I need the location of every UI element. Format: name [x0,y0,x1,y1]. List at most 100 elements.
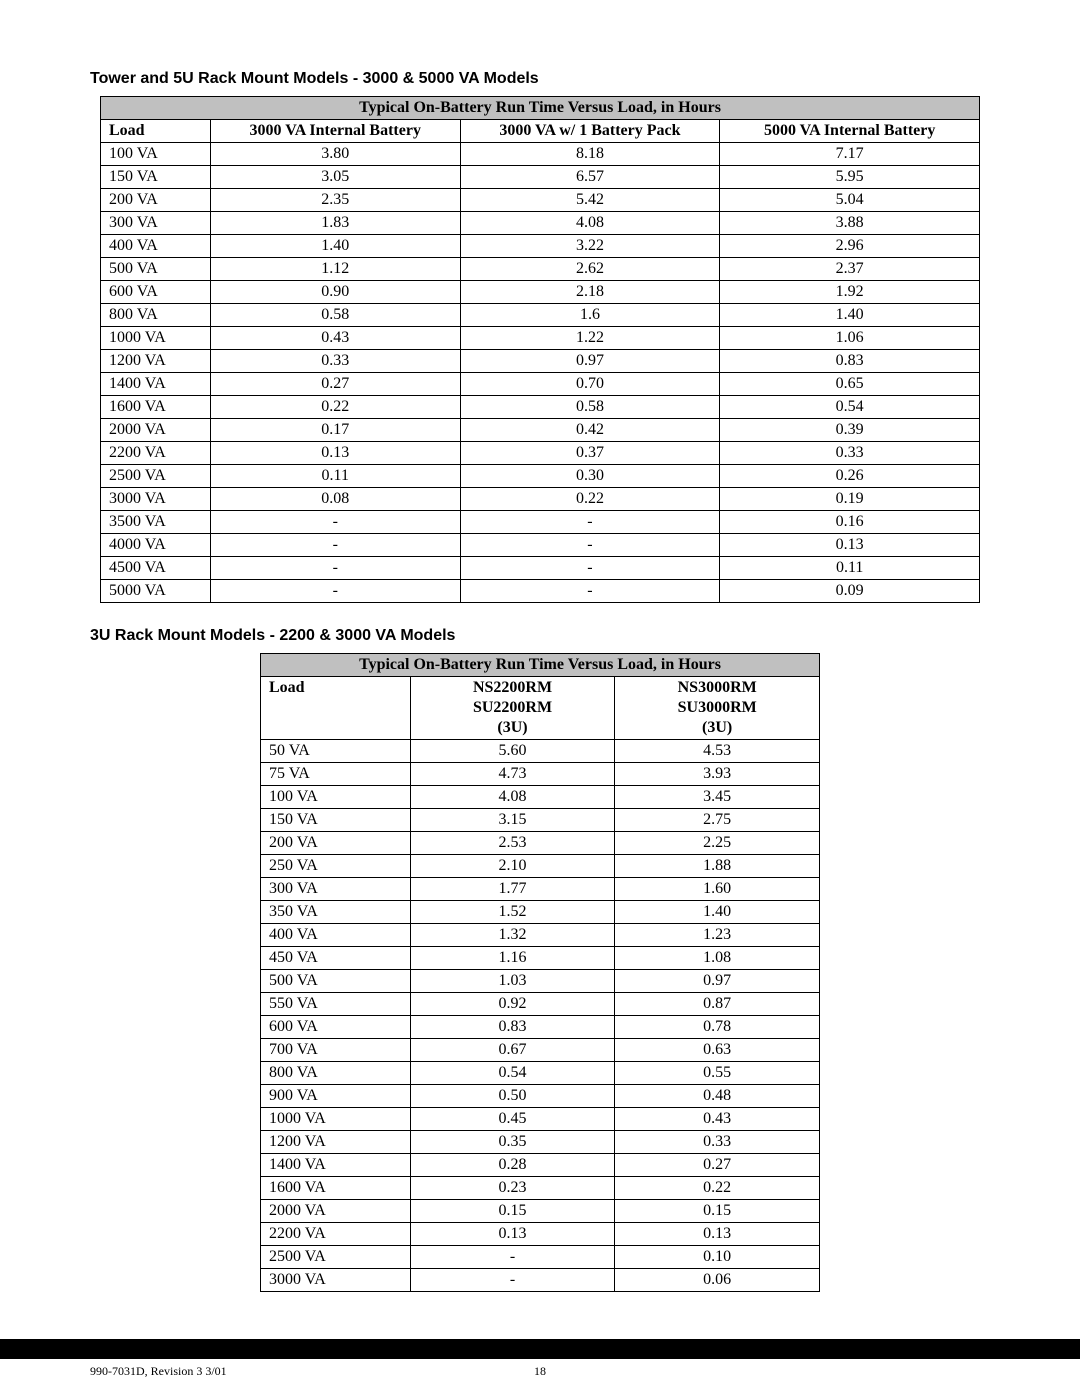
value-cell: - [410,1246,615,1269]
load-cell: 1200 VA [261,1131,411,1154]
table-row: 550 VA0.920.87 [261,993,820,1016]
value-cell: 0.92 [410,993,615,1016]
value-cell: 2.25 [615,832,820,855]
table-row: 600 VA0.902.181.92 [101,281,980,304]
load-cell: 1400 VA [101,373,211,396]
table-row: 1200 VA0.330.970.83 [101,350,980,373]
value-cell: - [460,511,720,534]
load-cell: 200 VA [101,189,211,212]
table-row: 3500 VA--0.16 [101,511,980,534]
table-row: 1600 VA0.220.580.54 [101,396,980,419]
footer-bar [0,1339,1080,1359]
table-row: 500 VA1.030.97 [261,970,820,993]
value-cell: 0.10 [615,1246,820,1269]
value-cell: 0.17 [210,419,460,442]
value-cell: 1.23 [615,924,820,947]
load-cell: 75 VA [261,763,411,786]
value-cell: 1.08 [615,947,820,970]
load-cell: 2500 VA [101,465,211,488]
table-row: 500 VA1.122.622.37 [101,258,980,281]
value-cell: 5.95 [720,166,980,189]
value-cell: - [210,580,460,603]
load-cell: 2200 VA [101,442,211,465]
value-cell: 1.88 [615,855,820,878]
load-cell: 2500 VA [261,1246,411,1269]
table-row: 1600 VA0.230.22 [261,1177,820,1200]
table-row: 1000 VA0.431.221.06 [101,327,980,350]
value-cell: 0.43 [210,327,460,350]
load-cell: 3500 VA [101,511,211,534]
table-row: 2500 VA0.110.300.26 [101,465,980,488]
table1-title: Typical On-Battery Run Time Versus Load,… [101,97,980,120]
load-cell: 500 VA [261,970,411,993]
value-cell: 0.19 [720,488,980,511]
value-cell: 0.83 [720,350,980,373]
value-cell: 1.06 [720,327,980,350]
value-cell: 7.17 [720,143,980,166]
load-cell: 4000 VA [101,534,211,557]
value-cell: 0.26 [720,465,980,488]
table-row: 3000 VA0.080.220.19 [101,488,980,511]
table-row: 2200 VA0.130.370.33 [101,442,980,465]
value-cell: 1.16 [410,947,615,970]
load-cell: 150 VA [261,809,411,832]
load-cell: 100 VA [101,143,211,166]
table2-title: Typical On-Battery Run Time Versus Load,… [261,654,820,677]
section2-heading: 3U Rack Mount Models - 2200 & 3000 VA Mo… [90,627,990,645]
value-cell: 2.37 [720,258,980,281]
column-header: Load [261,677,411,740]
table-row: 100 VA4.083.45 [261,786,820,809]
table-row: 400 VA1.403.222.96 [101,235,980,258]
value-cell: 0.27 [615,1154,820,1177]
table-row: 350 VA1.521.40 [261,901,820,924]
value-cell: 0.30 [460,465,720,488]
value-cell: 0.11 [210,465,460,488]
value-cell: 2.18 [460,281,720,304]
load-cell: 2000 VA [101,419,211,442]
value-cell: 0.23 [410,1177,615,1200]
value-cell: 3.45 [615,786,820,809]
value-cell: 0.22 [615,1177,820,1200]
table-row: 150 VA3.056.575.95 [101,166,980,189]
value-cell: 0.97 [615,970,820,993]
column-header: NS2200RMSU2200RM(3U) [410,677,615,740]
load-cell: 400 VA [101,235,211,258]
value-cell: 0.13 [720,534,980,557]
table2-header-row: LoadNS2200RMSU2200RM(3U)NS3000RMSU3000RM… [261,677,820,740]
load-cell: 300 VA [101,212,211,235]
value-cell: - [210,534,460,557]
load-cell: 1000 VA [101,327,211,350]
load-cell: 350 VA [261,901,411,924]
value-cell: 3.88 [720,212,980,235]
value-cell: 1.92 [720,281,980,304]
value-cell: 0.67 [410,1039,615,1062]
table-row: 300 VA1.834.083.88 [101,212,980,235]
value-cell: 1.52 [410,901,615,924]
load-cell: 900 VA [261,1085,411,1108]
load-cell: 500 VA [101,258,211,281]
value-cell: 1.6 [460,304,720,327]
table-row: 200 VA2.532.25 [261,832,820,855]
value-cell: 0.65 [720,373,980,396]
table-row: 900 VA0.500.48 [261,1085,820,1108]
load-cell: 4500 VA [101,557,211,580]
table-row: 2000 VA0.170.420.39 [101,419,980,442]
table-row: 150 VA3.152.75 [261,809,820,832]
table-row: 300 VA1.771.60 [261,878,820,901]
load-cell: 600 VA [101,281,211,304]
column-header: 3000 VA Internal Battery [210,120,460,143]
value-cell: 1.40 [720,304,980,327]
value-cell: 4.08 [410,786,615,809]
load-cell: 1200 VA [101,350,211,373]
value-cell: 0.27 [210,373,460,396]
value-cell: 5.42 [460,189,720,212]
value-cell: 4.08 [460,212,720,235]
value-cell: 0.63 [615,1039,820,1062]
load-cell: 50 VA [261,740,411,763]
value-cell: 0.45 [410,1108,615,1131]
load-cell: 800 VA [101,304,211,327]
column-header: 5000 VA Internal Battery [720,120,980,143]
value-cell: 0.15 [410,1200,615,1223]
section1-heading: Tower and 5U Rack Mount Models - 3000 & … [90,70,990,88]
value-cell: 0.33 [615,1131,820,1154]
